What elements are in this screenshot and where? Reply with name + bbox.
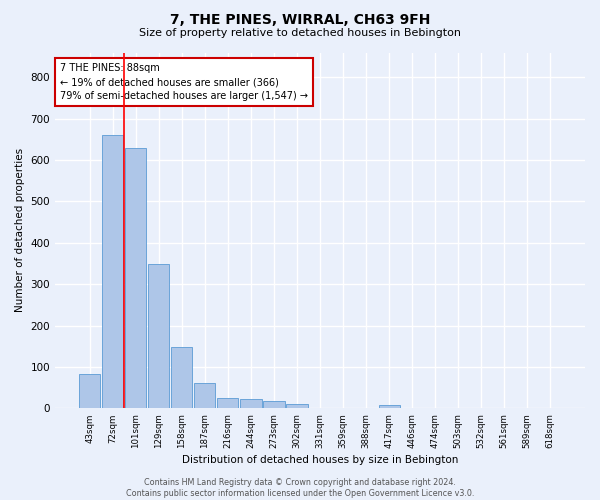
Bar	[286, 404, 308, 408]
Text: Contains HM Land Registry data © Crown copyright and database right 2024.
Contai: Contains HM Land Registry data © Crown c…	[126, 478, 474, 498]
X-axis label: Distribution of detached houses by size in Bebington: Distribution of detached houses by size …	[182, 455, 458, 465]
Bar	[263, 401, 284, 408]
Bar	[241, 399, 262, 408]
Bar	[148, 264, 169, 408]
Bar	[171, 347, 193, 408]
Text: 7 THE PINES: 88sqm
← 19% of detached houses are smaller (366)
79% of semi-detach: 7 THE PINES: 88sqm ← 19% of detached hou…	[61, 63, 308, 101]
Bar	[194, 384, 215, 408]
Bar	[125, 148, 146, 408]
Text: Size of property relative to detached houses in Bebington: Size of property relative to detached ho…	[139, 28, 461, 38]
Bar	[217, 398, 238, 408]
Y-axis label: Number of detached properties: Number of detached properties	[15, 148, 25, 312]
Text: 7, THE PINES, WIRRAL, CH63 9FH: 7, THE PINES, WIRRAL, CH63 9FH	[170, 12, 430, 26]
Bar	[379, 405, 400, 408]
Bar	[79, 374, 100, 408]
Bar	[102, 135, 124, 408]
